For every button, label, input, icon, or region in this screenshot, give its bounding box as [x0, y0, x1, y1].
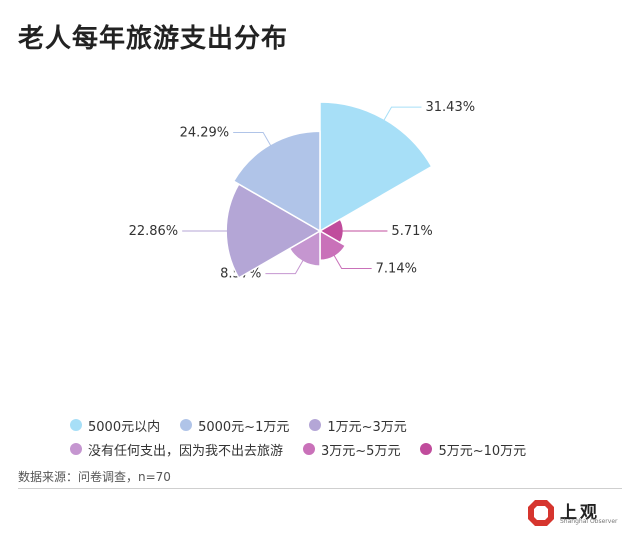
legend-label: 5万元~10万元: [438, 443, 527, 459]
legend-swatch: [303, 443, 316, 455]
chart-legend: 5000元以内 5000元~1万元 1万元~3万元 没有任何支出，因为我不出去旅…: [70, 413, 630, 461]
legend-item: 1万元~3万元: [309, 416, 407, 435]
label-leader-line: [233, 132, 273, 149]
label-leader-line: [265, 257, 305, 275]
data-label: 5.71%: [391, 224, 432, 239]
rose-pie-chart: 31.43%5.71%7.14%8.57%22.86%24.29%: [129, 100, 476, 281]
logo-mark-icon: [528, 500, 554, 526]
legend-item: 5万元~10万元: [420, 440, 526, 459]
legend-row-2: 没有任何支出，因为我不出去旅游 3万元~5万元 5万元~10万元: [70, 437, 630, 461]
shanghai-observer-logo: 上观 Shanghai Observer: [524, 496, 624, 530]
data-label: 31.43%: [426, 100, 476, 115]
legend-label: 5000元以内: [88, 419, 161, 435]
legend-swatch: [180, 419, 193, 431]
legend-row-1: 5000元以内 5000元~1万元 1万元~3万元: [70, 413, 630, 437]
data-source-note: 数据来源：问卷调查，n=70: [18, 470, 171, 484]
legend-label: 5000元~1万元: [198, 419, 290, 435]
data-label: 22.86%: [129, 224, 179, 239]
logo-subtext: Shanghai Observer: [560, 518, 618, 525]
legend-item: 3万元~5万元: [303, 440, 400, 459]
legend-swatch: [420, 443, 433, 455]
logo-text: 上观: [560, 503, 600, 523]
footer-divider: [18, 488, 622, 489]
data-label: 24.29%: [180, 126, 230, 141]
legend-swatch: [309, 419, 322, 431]
legend-item: 5000元~1万元: [180, 416, 289, 435]
rose-slice: [319, 101, 433, 233]
chart-title: 老人每年旅游支出分布: [18, 24, 289, 54]
label-leader-line: [332, 252, 372, 270]
legend-label: 没有任何支出，因为我不出去旅游: [88, 443, 284, 459]
legend-item: 没有任何支出，因为我不出去旅游: [70, 440, 283, 459]
legend-label: 3万元~5万元: [321, 443, 401, 459]
label-leader-line: [382, 106, 422, 123]
data-label: 7.14%: [376, 262, 417, 277]
legend-item: 5000元以内: [70, 416, 160, 435]
legend-label: 1万元~3万元: [327, 419, 407, 435]
legend-swatch: [70, 443, 82, 455]
legend-swatch: [70, 419, 82, 431]
